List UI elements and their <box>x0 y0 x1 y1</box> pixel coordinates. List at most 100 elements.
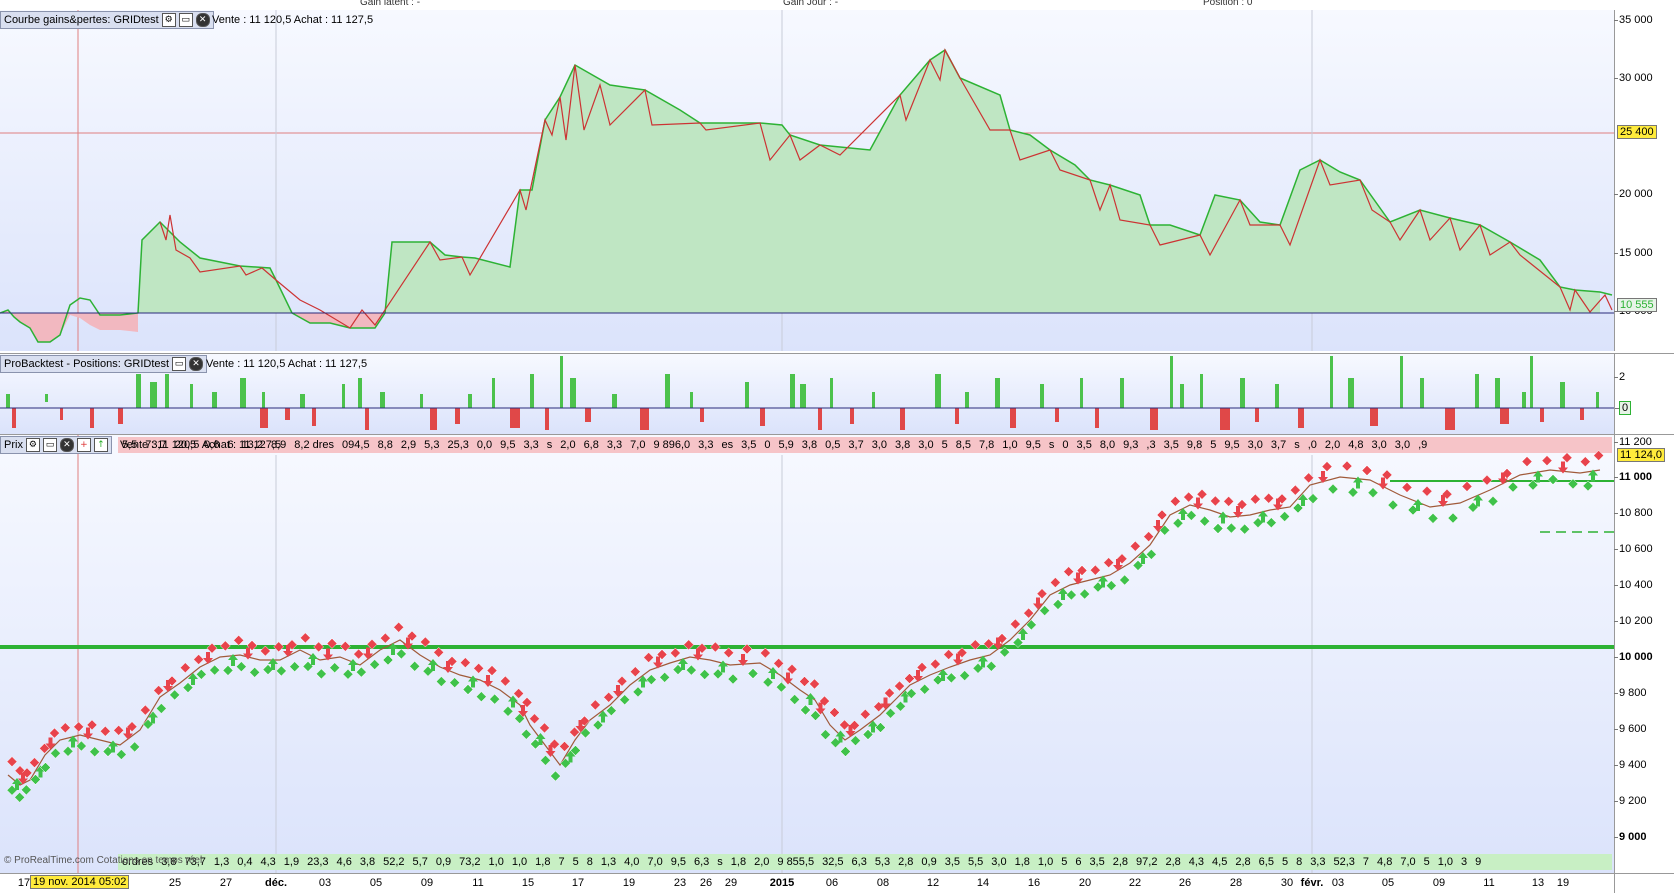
sell-arrow-icon <box>783 672 793 685</box>
sell-signal-icon <box>6 756 18 768</box>
strip-label: 0,9 <box>435 856 452 868</box>
sell-signal-icon <box>1063 566 1075 578</box>
sell-signal-icon <box>433 647 445 658</box>
x-tick: 15 <box>521 877 535 889</box>
price-panel-title-bar: Prix ⚙ ▭ ✕ + ↑ <box>0 436 112 454</box>
buy-signal-icon <box>182 682 194 693</box>
buy-arrow-icon <box>1138 552 1148 564</box>
sell-signal-icon <box>39 743 50 754</box>
buy-arrow-icon <box>1413 499 1423 511</box>
strip-label: 23,3 <box>307 856 329 868</box>
buy-signal-icon <box>985 660 997 672</box>
sell-signal-icon <box>799 676 810 687</box>
buy-signal-icon <box>875 722 886 733</box>
wrench-icon[interactable]: ⚙ <box>25 438 40 452</box>
sell-signal-icon <box>969 639 981 651</box>
buy-signal-icon <box>382 654 394 666</box>
wrench-icon[interactable]: ⚙ <box>161 13 176 27</box>
sell-signal-icon <box>709 641 721 653</box>
sell-signal-icon <box>499 675 511 687</box>
sell-signal-icon <box>193 654 205 665</box>
sell-signal-icon <box>1249 493 1261 505</box>
strip-label: 5 <box>1210 439 1217 451</box>
buy-arrow-icon <box>565 750 576 763</box>
sell-signal-icon <box>1143 531 1155 542</box>
sell-arrow-icon <box>83 727 93 740</box>
arrow-up-icon[interactable]: ↑ <box>93 438 108 452</box>
strip-label: 2,9 <box>400 439 417 451</box>
sell-signal-icon <box>809 678 820 690</box>
buy-signal-icon <box>155 703 167 714</box>
equity-line <box>0 48 1613 343</box>
sell-signal-icon <box>113 725 125 736</box>
buy-signal-icon <box>1225 522 1237 534</box>
buy-signal-icon <box>945 672 957 684</box>
buy-arrow-icon <box>308 653 318 665</box>
sell-arrow-icon <box>1558 461 1568 474</box>
x-tick: 17 <box>571 877 585 889</box>
strip-label: 1,0 <box>1437 856 1454 868</box>
sell-signal-icon <box>179 662 191 674</box>
strip-label: 4,8 <box>1377 856 1393 868</box>
buy-arrow-icon <box>1218 511 1228 524</box>
sell-arrow-icon <box>1318 471 1328 483</box>
buy-signal-icon <box>209 664 221 676</box>
strip-label: 7,0 <box>1400 856 1416 868</box>
price-y-axis: 11 200 11 000 10 800 10 600 10 400 10 20… <box>1613 434 1674 874</box>
close-icon[interactable]: ✕ <box>195 13 210 27</box>
strip-label: ,0 <box>1307 439 1317 451</box>
strip-label: 73,7 <box>184 856 206 868</box>
x-tick: 09 <box>1432 877 1446 889</box>
y-tick: 35 000 <box>1614 14 1653 26</box>
buy-signal-icon <box>329 662 341 674</box>
window-icon[interactable]: ▭ <box>178 13 193 27</box>
strip-label: 5,3 <box>424 439 440 451</box>
sell-arrow-icon <box>403 637 413 650</box>
strip-label: 3,0 <box>918 439 934 451</box>
strip-label: s <box>717 856 723 868</box>
buy-arrow-icon <box>348 659 358 671</box>
buy-signal-icon <box>580 727 591 739</box>
x-tick: 03 <box>1331 877 1345 889</box>
price-panel: 5,5 73,7 20,5 0,6 6 13,2 8,9 8,2 dres 094,5 8,8 2,… <box>0 434 1614 874</box>
x-tick: 25 <box>168 877 182 889</box>
buy-signal-icon <box>1527 479 1539 491</box>
strip-label: 5 <box>1281 856 1289 868</box>
sell-signal-icon <box>206 642 218 654</box>
buy-signal-icon <box>1185 510 1197 521</box>
sell-signal-icon <box>1579 456 1591 468</box>
strip-label: 3,0 <box>1394 439 1411 451</box>
y-tick: 10 600 <box>1614 543 1653 555</box>
sell-signal-icon <box>1289 484 1301 496</box>
sell-arrow-icon <box>815 702 826 715</box>
sell-signal-icon <box>529 713 540 725</box>
y-tick: 10 800 <box>1614 507 1653 519</box>
strip-label: 3,3 <box>523 439 539 451</box>
x-tick: 06 <box>825 877 839 889</box>
sell-arrow-icon <box>653 656 663 669</box>
buy-arrow-icon <box>1058 588 1068 600</box>
window-icon[interactable]: ▭ <box>42 438 57 452</box>
sell-signal-icon <box>943 649 955 660</box>
strip-label: 3,8 <box>161 856 177 868</box>
sell-signal-icon <box>873 701 885 713</box>
buy-arrow-icon <box>228 654 238 666</box>
strip-label: 3,3 <box>606 439 623 451</box>
strip-label: 5 <box>1061 856 1068 868</box>
sell-signal-icon <box>513 688 525 699</box>
bottom-order-strip: ordres 3,8 73,7 1,3 0,4 4,3 1,9 23,3 4,6 3,8 52,2 5… <box>118 854 1612 870</box>
buy-arrow-icon <box>535 733 546 745</box>
buy-arrow-icon <box>508 695 518 708</box>
sell-arrow-icon <box>518 705 528 717</box>
strip-label: 2,0 <box>560 439 576 451</box>
sell-signal-icon <box>603 691 615 703</box>
close-icon[interactable]: ✕ <box>189 357 204 371</box>
buy-signal-icon <box>1212 523 1224 534</box>
add-indicator-icon[interactable]: + <box>76 438 91 452</box>
close-icon[interactable]: ✕ <box>59 438 74 452</box>
sell-signal-icon <box>273 641 285 653</box>
window-icon[interactable]: ▭ <box>172 357 187 371</box>
sell-signal-icon <box>366 638 378 650</box>
x-tick: 27 <box>219 877 233 889</box>
buy-arrow-icon <box>1018 628 1028 640</box>
